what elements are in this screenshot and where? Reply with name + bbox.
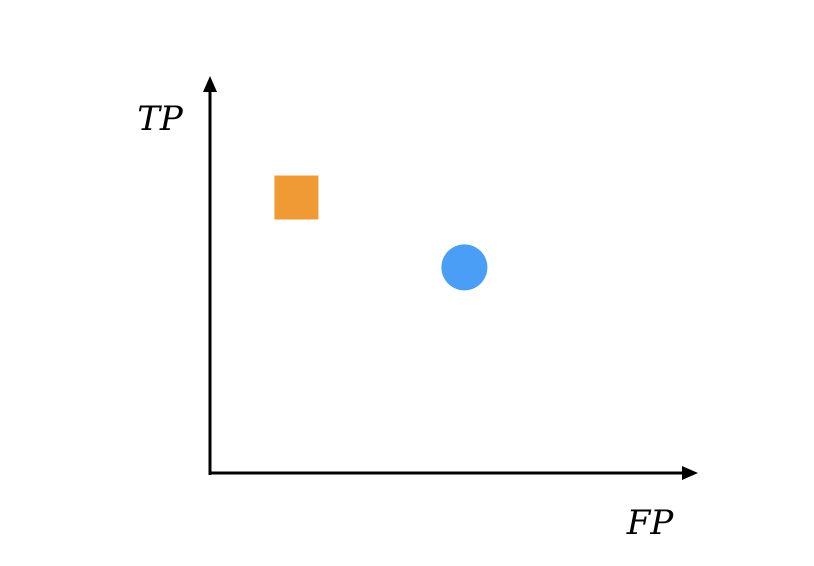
x-axis-label: FP [626, 503, 675, 543]
y-axis-label: TP [137, 99, 184, 139]
axes [203, 76, 698, 480]
y-axis-arrowhead [203, 76, 217, 92]
square-point-0-0 [274, 175, 319, 220]
x-axis-arrowhead [682, 466, 698, 480]
data-points [274, 175, 488, 291]
circle-point-1-0 [441, 244, 488, 291]
